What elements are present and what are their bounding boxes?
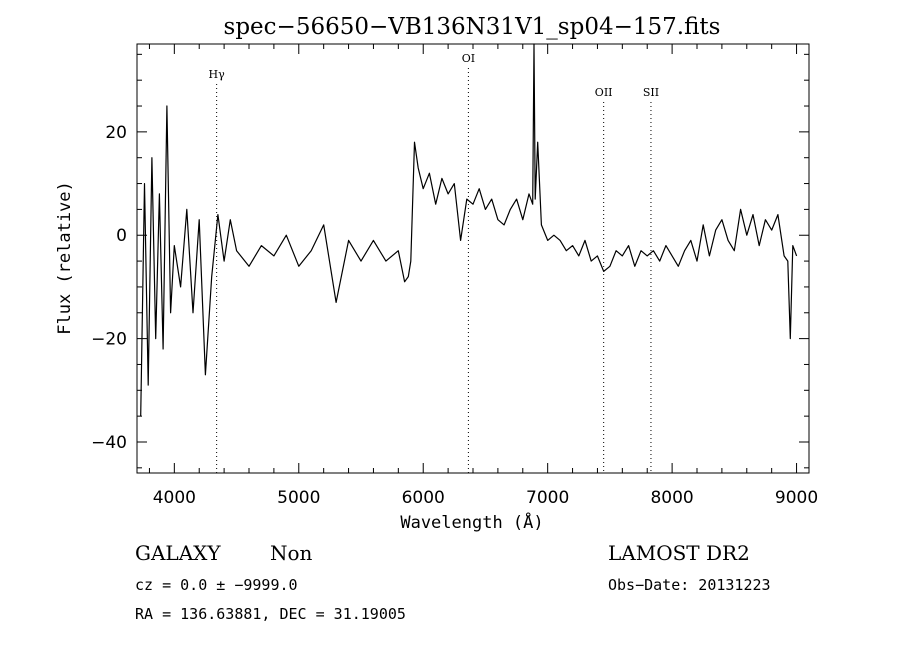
axis-ticks <box>137 44 809 473</box>
x-tick-label: 6000 <box>402 488 445 508</box>
x-tick-label: 9000 <box>775 488 818 508</box>
observation-date: Obs−Date: 20131223 <box>608 576 771 594</box>
chart-title: spec−56650−VB136N31V1_sp04−157.fits <box>224 14 721 40</box>
spectrum-line <box>140 43 798 417</box>
y-tick-label: −20 <box>91 330 127 350</box>
x-tick-label: 7000 <box>526 488 569 508</box>
axis-tick-labels: 4000 5000 6000 7000 8000 9000 −40 −20 0 20 <box>91 123 818 508</box>
line-marker-label: SII <box>643 86 659 99</box>
y-tick-label: 20 <box>105 123 127 143</box>
y-tick-label: −40 <box>91 433 127 453</box>
object-subclass: Non <box>270 541 313 565</box>
coordinates-info: RA = 136.63881, DEC = 31.19005 <box>135 605 406 623</box>
line-marker-label: Hγ <box>209 68 226 81</box>
survey-name: LAMOST DR2 <box>608 541 750 565</box>
object-class: GALAXY <box>135 541 221 565</box>
x-tick-label: 4000 <box>153 488 196 508</box>
x-tick-label: 5000 <box>277 488 320 508</box>
line-marker-label: OII <box>595 86 613 99</box>
redshift-info: cz = 0.0 ± −9999.0 <box>135 576 298 594</box>
x-tick-label: 8000 <box>650 488 693 508</box>
spectrum-series <box>140 43 798 417</box>
x-axis-label: Wavelength (Å) <box>400 511 543 533</box>
y-tick-label: 0 <box>116 226 127 246</box>
spectral-line-markers: Hγ OI OII SII <box>209 52 659 473</box>
line-marker-label: OI <box>462 52 475 65</box>
plot-frame <box>136 43 810 474</box>
y-axis-label: Flux (relative) <box>55 181 75 335</box>
